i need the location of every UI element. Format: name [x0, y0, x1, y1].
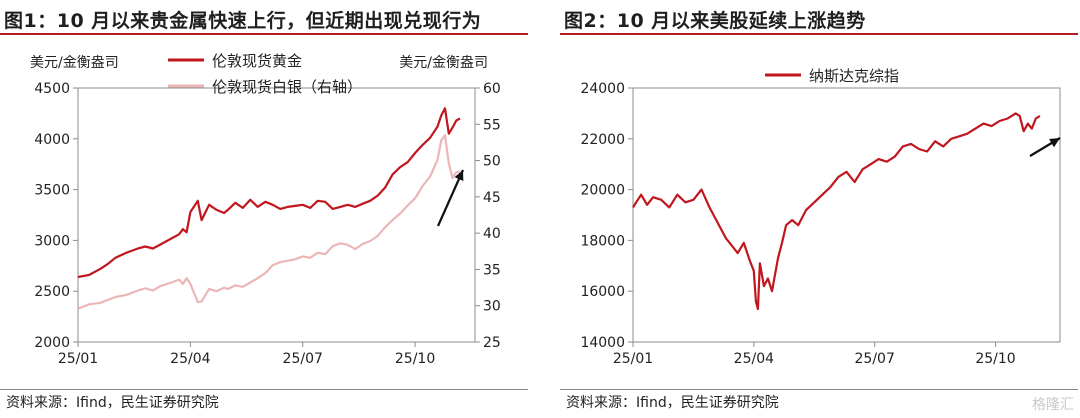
y-tick-label: 3500: [34, 183, 70, 199]
plot-frame: [632, 87, 1061, 343]
x-tick-label: 25/01: [58, 351, 98, 367]
y-tick-label: 4500: [34, 81, 70, 97]
footer-divider: [0, 389, 528, 390]
y-tick-label: 2500: [34, 284, 70, 300]
y-tick-label: 16000: [580, 284, 625, 300]
y-tick-label: 14000: [580, 335, 625, 351]
x-tick-label: 25/07: [283, 351, 323, 367]
y2-tick-label: 25: [483, 335, 501, 351]
series-line-1: [632, 112, 1041, 311]
y-tick-label: 24000: [580, 81, 625, 97]
chart-title: 图2：10 月以来美股延续上涨趋势: [564, 10, 866, 32]
x-tick-label: 25/10: [975, 351, 1015, 367]
y2-tick-label: 45: [483, 190, 501, 206]
y-tick-label: 20000: [580, 183, 625, 199]
chart-title: 图1：10 月以来贵金属快速上行，但近期出现兑现行为: [4, 10, 482, 32]
y-tick-label: 4000: [34, 132, 70, 148]
chart-panel-gold-silver: 图1：10 月以来贵金属快速上行，但近期出现兑现行为 2000 2500 3000 3…: [0, 0, 530, 418]
x-tick-label: 25/01: [613, 351, 653, 367]
x-tick-label: 25/07: [855, 351, 895, 367]
annotation-arrow-head: [1049, 138, 1060, 148]
x-tick-label: 25/04: [170, 351, 210, 367]
y2-tick-label: 60: [483, 81, 501, 97]
legend-label: 伦敦现货白银（右轴）: [212, 78, 362, 96]
series-line-2: [77, 134, 461, 310]
title-divider: [560, 33, 1078, 35]
title-divider: [0, 33, 528, 35]
y-tick-label: 18000: [580, 233, 625, 249]
y-tick-label: 2000: [34, 335, 70, 351]
y2-tick-label: 30: [483, 299, 501, 315]
x-tick-label: 25/04: [734, 351, 774, 367]
y2-tick-label: 40: [483, 226, 501, 242]
y-tick-label: 22000: [580, 132, 625, 148]
y2-axis-label: 美元/金衡盎司: [399, 55, 488, 71]
y2-tick-label: 35: [483, 262, 501, 278]
nasdaq-chart: 14000 16000 18000 20000 22000 24000 25/01 25/04…: [580, 67, 1061, 367]
watermark-logo: 格隆汇: [1032, 397, 1074, 413]
x-tick-label: 25/10: [395, 351, 435, 367]
plot-frame: [77, 87, 476, 343]
source-note: 资料来源：Ifind，民生证券研究院: [6, 395, 219, 411]
y2-tick-label: 55: [483, 117, 501, 133]
series-line-1: [77, 107, 461, 279]
gold-silver-chart: 2000 2500 3000 3500 4000 4500 25 30 35 40 45 50 55 60…: [30, 52, 501, 367]
annotation-arrow-head: [454, 170, 464, 181]
y2-tick-label: 50: [483, 154, 501, 170]
y-axis-label: 美元/金衡盎司: [30, 55, 119, 71]
annotation-arrow-shaft: [436, 169, 465, 227]
source-note: 资料来源：Ifind，民生证券研究院: [566, 395, 779, 411]
legend-label: 伦敦现货黄金: [212, 52, 302, 70]
chart-panel-nasdaq: 图2：10 月以来美股延续上涨趋势 14000 16000 18000 20000 22…: [560, 0, 1080, 418]
y-tick-label: 3000: [34, 233, 70, 249]
footer-divider: [560, 389, 1078, 390]
legend-label: 纳斯达克综指: [809, 67, 899, 85]
